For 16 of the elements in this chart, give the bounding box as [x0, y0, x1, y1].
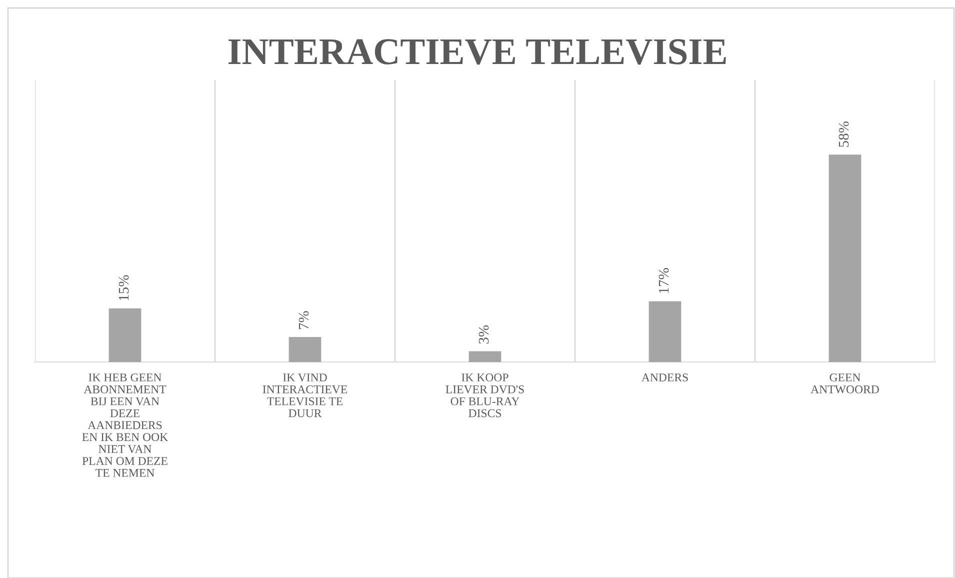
data-label: 3%: [478, 325, 489, 344]
x-tick-label: IK VIND INTERACTIEVE TELEVISIE TE DUUR: [262, 374, 348, 418]
data-label: 7%: [298, 311, 309, 330]
data-label: 17%: [658, 268, 669, 293]
data-label: 58%: [838, 121, 849, 147]
x-tick-label: ANDERS: [642, 373, 688, 382]
category-label: IK HEB GEEN ABONNEMENT BIJ EEN VAN DEZE AANBIEDERS EN IK BEN OOK NIET VAN PLAN OM DEZE TE NEMEN: [82, 373, 168, 477]
x-tick-label: GEEN ANTWOORD: [810, 373, 879, 394]
bar: [828, 154, 862, 362]
data-label: 15%: [118, 275, 129, 300]
chart-title: INTERACTIEVE TELEVISIE: [228, 39, 726, 65]
bar: [468, 351, 502, 362]
bar: [108, 308, 142, 362]
x-tick-label: IK KOOP LIEVER DVD'S OF BLU-RAY DISCS: [446, 373, 524, 418]
bar: [288, 336, 322, 362]
bar: [648, 301, 682, 362]
